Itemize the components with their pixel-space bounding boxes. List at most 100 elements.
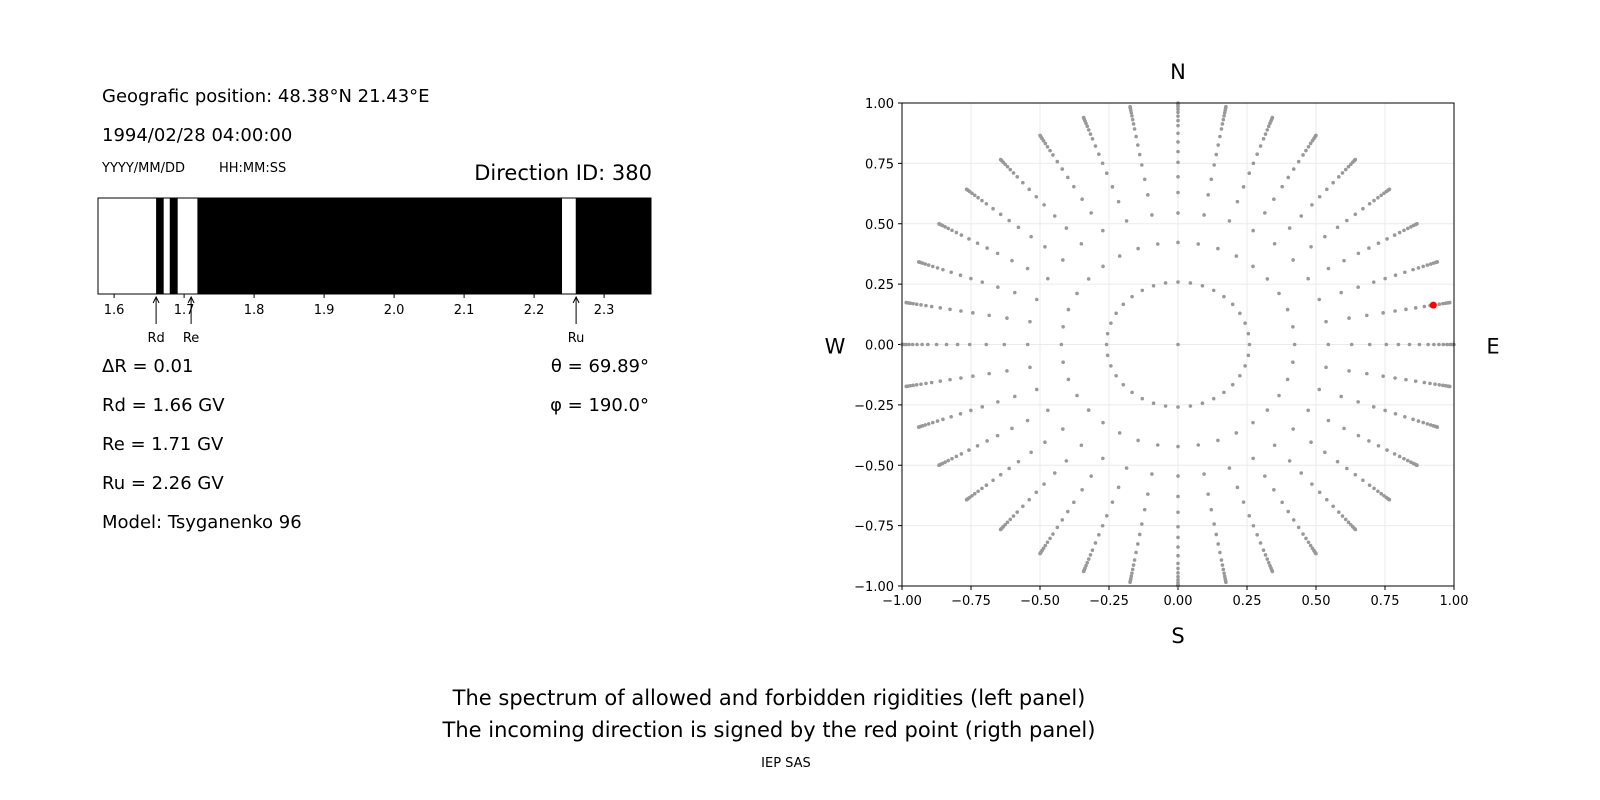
scatter-point <box>975 443 980 448</box>
scatter-point <box>1441 301 1445 306</box>
scatter-point <box>1277 393 1281 398</box>
y-tick-label: −0.25 <box>854 399 894 414</box>
scatter-point <box>1176 578 1180 582</box>
scatter-point <box>985 439 989 443</box>
marker-arrow-head <box>152 295 160 304</box>
scatter-point <box>1447 384 1452 389</box>
scatter-point <box>1155 242 1160 246</box>
scatter-point <box>958 411 963 416</box>
scatter-point <box>1097 152 1101 156</box>
geographic-position: Geografic position: 48.38°N 21.43°E <box>102 86 430 107</box>
scatter-point <box>1055 525 1060 530</box>
scatter-point <box>924 381 928 386</box>
scatter-point <box>924 303 928 308</box>
scatter-point <box>1286 175 1291 180</box>
scatter-point <box>935 419 940 423</box>
scatter-point <box>1416 419 1421 423</box>
scatter-point <box>926 342 930 347</box>
scatter-point <box>1353 157 1358 162</box>
scatter-point <box>1140 522 1144 526</box>
scatter-point <box>1441 342 1446 347</box>
scatter-point <box>1336 175 1341 179</box>
scatter-point <box>907 342 911 347</box>
scatter-point <box>1383 408 1387 413</box>
scatter-point <box>1425 422 1430 426</box>
scatter-point <box>1042 482 1046 486</box>
y-tick-label: 1.00 <box>865 97 894 112</box>
scatter-point <box>1043 245 1047 249</box>
scatter-point <box>1011 171 1016 175</box>
delta-r: ΔR = 0.01 <box>102 356 194 377</box>
scatter-point <box>1222 390 1226 395</box>
scatter-point <box>1134 550 1138 555</box>
scatter-point <box>1176 524 1180 529</box>
scatter-point <box>991 478 995 483</box>
scatter-point <box>1176 535 1180 540</box>
scatter-point <box>1385 448 1389 452</box>
scatter-point <box>1051 532 1055 536</box>
scatter-point <box>1263 553 1268 557</box>
scatter-point <box>1371 280 1376 284</box>
scatter-point <box>1075 393 1079 398</box>
scatter-point <box>950 456 954 461</box>
scatter-point <box>1224 104 1228 109</box>
scatter-point <box>1097 533 1101 537</box>
scatter-point <box>1200 283 1205 288</box>
scatter-point <box>1064 459 1069 463</box>
scatter-point <box>987 313 991 318</box>
scatter-point <box>1163 404 1168 408</box>
scatter-point <box>980 280 985 284</box>
scatter-point <box>1038 551 1042 556</box>
scatter-point <box>1347 369 1351 373</box>
scatter-point <box>914 383 919 387</box>
scatter-point <box>1002 342 1007 347</box>
x-tick-label: 1.7 <box>174 303 195 318</box>
scatter-point <box>1258 541 1263 545</box>
scatter-point <box>980 198 984 203</box>
scatter-point <box>1176 123 1180 128</box>
scatter-point <box>1367 439 1371 443</box>
scatter-point <box>1314 133 1318 138</box>
scatter-point <box>1134 134 1138 139</box>
scatter-point <box>1027 187 1032 192</box>
scatter-point <box>1422 380 1427 385</box>
scatter-point <box>1043 440 1047 444</box>
scatter-point <box>1243 364 1247 368</box>
scatter-point <box>916 425 921 429</box>
scatter-point <box>980 486 984 491</box>
scatter-point <box>1251 456 1255 461</box>
scatter-point <box>1016 459 1021 464</box>
scatter-point <box>1222 571 1226 575</box>
scatter-point <box>954 230 959 235</box>
scatter-point <box>1176 160 1180 165</box>
scatter-point <box>1291 360 1295 365</box>
scatter-point <box>1393 411 1398 416</box>
scatter-point <box>1336 510 1341 514</box>
time-format-label: HH:MM:SS <box>219 161 287 176</box>
scatter-point <box>1251 523 1256 528</box>
scatter-point <box>1128 104 1132 109</box>
scatter-point <box>1326 342 1331 347</box>
scatter-point <box>1176 444 1180 449</box>
scatter-point <box>1176 114 1180 118</box>
scatter-point <box>1308 543 1313 548</box>
scatter-point <box>1121 382 1126 387</box>
scatter-point <box>1114 311 1118 316</box>
scatter-point <box>1411 417 1415 422</box>
scatter-point <box>1140 396 1145 401</box>
x-tick-label: −0.50 <box>1020 594 1060 609</box>
scatter-point <box>1104 513 1109 518</box>
scatter-point <box>1025 342 1030 347</box>
scatter-point <box>1317 194 1322 199</box>
scatter-point <box>1265 128 1270 132</box>
scatter-point <box>1435 260 1440 264</box>
scatter-point <box>938 306 943 310</box>
scatter-point <box>1421 420 1426 425</box>
scatter-point <box>1356 400 1360 404</box>
scatter-point <box>1331 504 1335 509</box>
scatter-point <box>929 380 934 385</box>
scatter-point <box>1285 307 1290 312</box>
scatter-point <box>1025 266 1030 271</box>
scatter-point <box>1150 472 1154 476</box>
band-allowed <box>177 198 198 294</box>
